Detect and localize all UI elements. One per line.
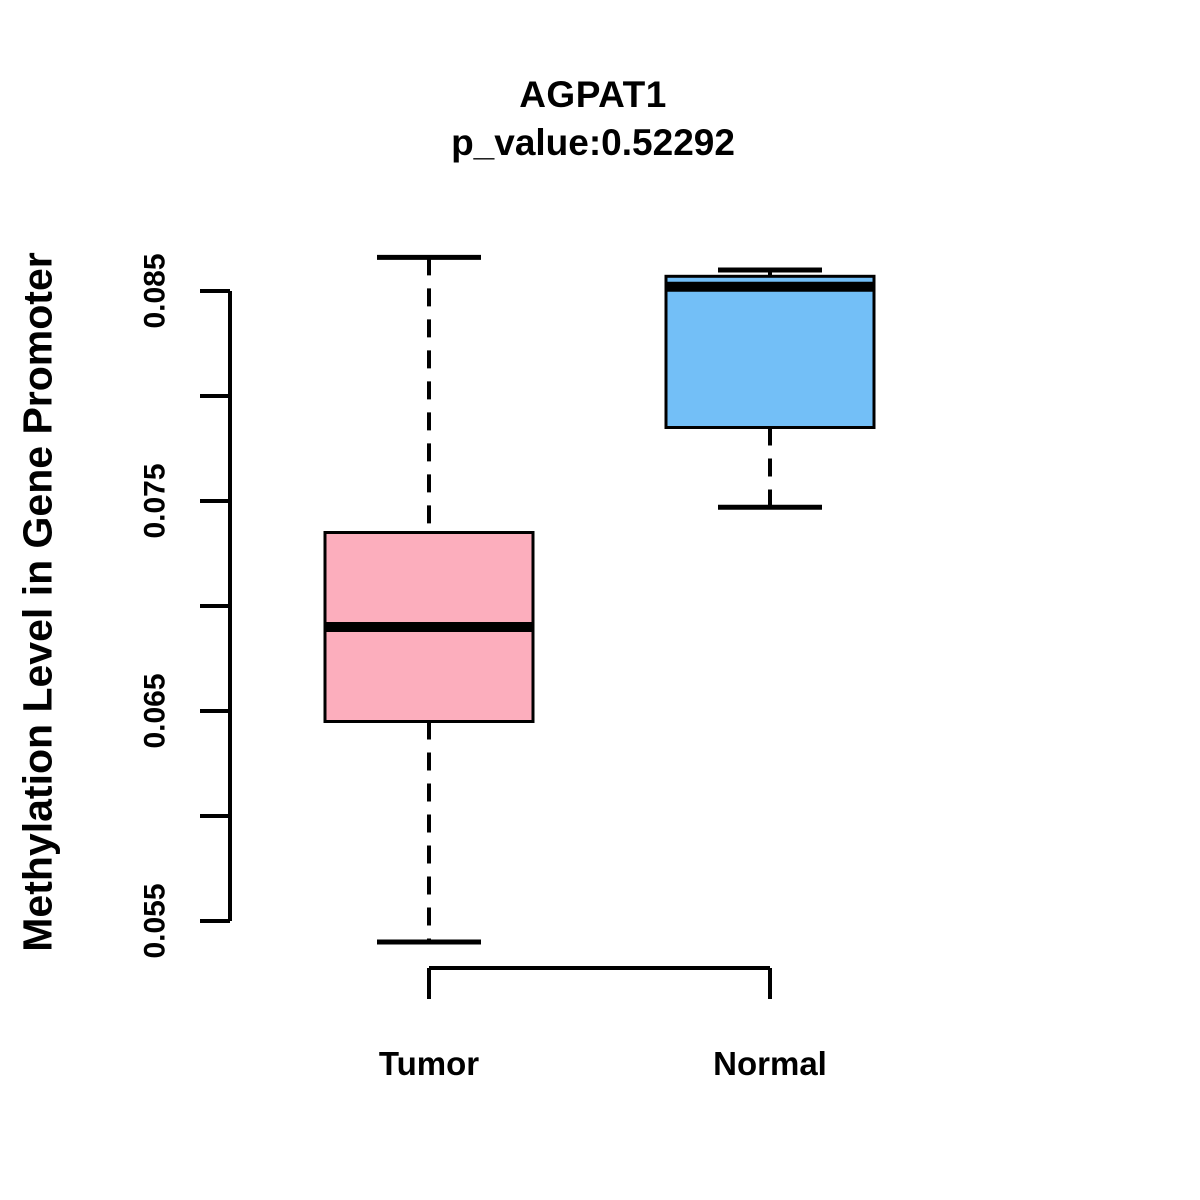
x-tick-label: Tumor bbox=[379, 1045, 479, 1082]
y-tick-label: 0.055 bbox=[139, 883, 172, 958]
y-axis-label: Methylation Level in Gene Promoter bbox=[14, 252, 61, 952]
box-normal bbox=[664, 274, 876, 429]
y-tick-label: 0.075 bbox=[139, 463, 172, 538]
chart-title: AGPAT1 bbox=[519, 74, 667, 115]
chart-subtitle: p_value:0.52292 bbox=[451, 122, 735, 163]
x-tick-label: Normal bbox=[713, 1045, 827, 1082]
y-tick-label: 0.065 bbox=[139, 673, 172, 748]
y-tick-label: 0.085 bbox=[139, 253, 172, 328]
